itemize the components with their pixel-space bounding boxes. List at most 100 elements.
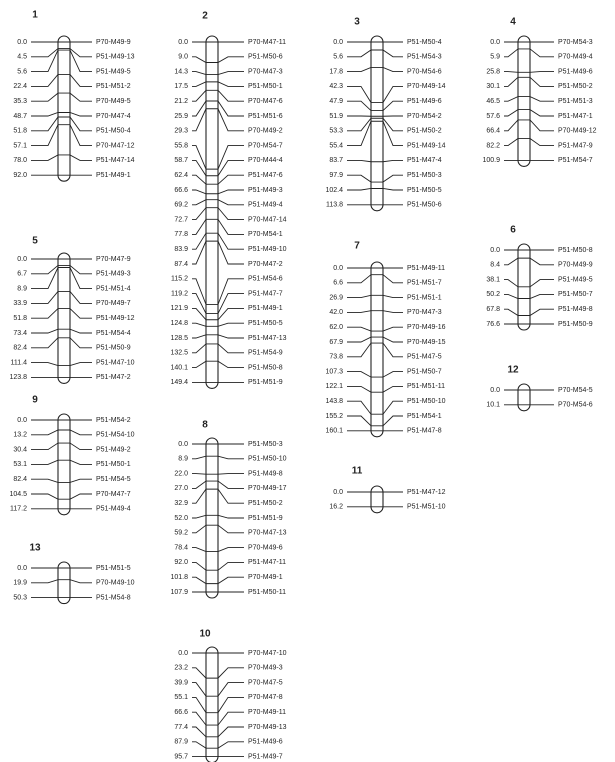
chromosome [517,35,531,167]
marker-label: P51-M50-3 [248,441,283,448]
marker-connector [347,400,403,415]
marker-connector [31,579,92,584]
marker-position: 67.8 [486,306,500,313]
marker-connector [192,547,244,552]
marker-connector [192,711,244,726]
marker-label: P51-M54-8 [96,594,131,601]
marker-label: P51-M47-8 [407,428,442,435]
marker-position: 121.9 [170,305,188,312]
marker-connector [347,310,403,313]
marker-connector [192,174,244,185]
marker-position: 78.4 [174,544,188,551]
marker-label: P70-M49-16 [407,324,446,331]
group-title: 6 [510,225,516,236]
marker-label: P51-M49-11 [407,265,445,272]
marker-position: 0.0 [17,256,27,263]
marker-label: P51-M50-1 [96,461,131,468]
marker-position: 119.2 [171,290,188,297]
marker-position: 32.9 [174,500,188,507]
marker-label: P70-M47-3 [248,68,283,75]
marker-position: 50.3 [13,594,27,601]
marker-label: P51-M47-10 [96,359,135,366]
group-title: 4 [510,17,516,28]
marker-position: 19.9 [13,580,27,587]
marker-position: 77.8 [174,231,188,238]
marker-connector [192,278,244,305]
chromosome [370,35,384,212]
marker-connector [504,308,554,316]
marker-label: P51-M50-10 [248,456,287,463]
marker-position: 22.0 [174,470,188,477]
marker-position: 51.8 [13,315,27,322]
marker-label: P51-M54-7 [558,157,593,164]
marker-label: P51-M47-11 [248,559,286,566]
marker-label: P51-M54-6 [248,276,283,283]
marker-connector [192,480,244,489]
marker-connector [347,85,403,103]
marker-position: 95.7 [174,753,188,760]
marker-label: P51-M49-8 [558,306,593,313]
marker-label: P51-M54-3 [407,54,442,61]
marker-label: P51-M54-2 [96,417,131,424]
chromosome [57,561,71,605]
marker-position: 128.5 [170,335,188,342]
marker-position: 16.2 [329,504,343,511]
marker-position: 17.8 [329,68,343,75]
linkage-group: 9 0.0 P51-M54-2 13.2 P51-M54-10 30.4 P51-M49-2… [9,395,135,516]
linkage-group: 4 0.0 P70-M54-3 5.9 P70-M49-4 25.8 P51-M49-6 30… [482,17,597,167]
marker-label: P51-M47-13 [248,335,287,342]
marker-position: 92.0 [174,559,188,566]
marker-connector [192,473,244,475]
marker-connector [31,478,92,483]
marker-label: P51-M47-1 [558,113,593,120]
chromosome [205,646,219,762]
marker-label: P51-M50-2 [248,500,283,507]
marker-position: 8.9 [178,456,188,463]
marker-label: P70-M49-10 [96,580,135,587]
marker-position: 143.8 [325,398,343,405]
marker-label: P51-M47-2 [96,374,131,381]
marker-label: P70-M49-2 [248,128,283,135]
marker-label: P70-M49-11 [248,709,286,716]
marker-position: 83.9 [174,246,188,253]
marker-connector [347,385,403,393]
marker-label: P51-M47-4 [407,157,442,164]
group-title: 12 [507,365,519,376]
marker-label: P51-M49-2 [96,446,131,453]
marker-label: P51-M47-7 [248,290,283,297]
marker-connector [347,120,403,147]
marker-label: P51-M49-1 [248,305,283,312]
marker-position: 23.2 [174,665,188,672]
marker-label: P51-M47-5 [407,354,442,361]
marker-label: P70-M47-12 [96,142,135,149]
marker-label: P51-M50-2 [558,83,593,90]
marker-connector [192,199,244,206]
marker-label: P51-M50-9 [96,345,131,352]
marker-connector [347,100,403,111]
marker-connector [347,174,403,183]
marker-label: P51-M51-2 [96,83,131,90]
marker-position: 51.8 [13,128,27,135]
marker-position: 100.9 [482,157,500,164]
marker-label: P51-M50-6 [248,54,283,61]
marker-position: 51.9 [329,113,343,120]
marker-position: 33.9 [13,300,27,307]
marker-position: 39.9 [174,679,188,686]
linkage-group: 8 0.0 P51-M50-3 8.9 P51-M50-10 22.0 P51-M49-8 2… [170,420,287,599]
marker-position: 25.9 [174,113,188,120]
marker-connector [31,442,92,451]
marker-label: P51-M49-4 [248,202,283,209]
marker-position: 87.9 [174,739,188,746]
marker-position: 160.1 [325,428,343,435]
marker-connector [347,342,403,358]
chromosome [57,413,71,516]
marker-connector [31,267,92,290]
linkage-group: 2 0.0 P70-M47-11 9.0 P51-M50-6 14.3 P70-M47-3 1… [170,11,287,389]
marker-label: P51-M51-11 [407,383,445,390]
marker-position: 59.2 [174,530,188,537]
marker-position: 8.4 [490,262,500,269]
marker-label: P51-M54-5 [96,476,131,483]
marker-position: 66.6 [174,187,188,194]
marker-position: 104.5 [9,491,27,498]
marker-label: P51-M49-6 [407,98,442,105]
